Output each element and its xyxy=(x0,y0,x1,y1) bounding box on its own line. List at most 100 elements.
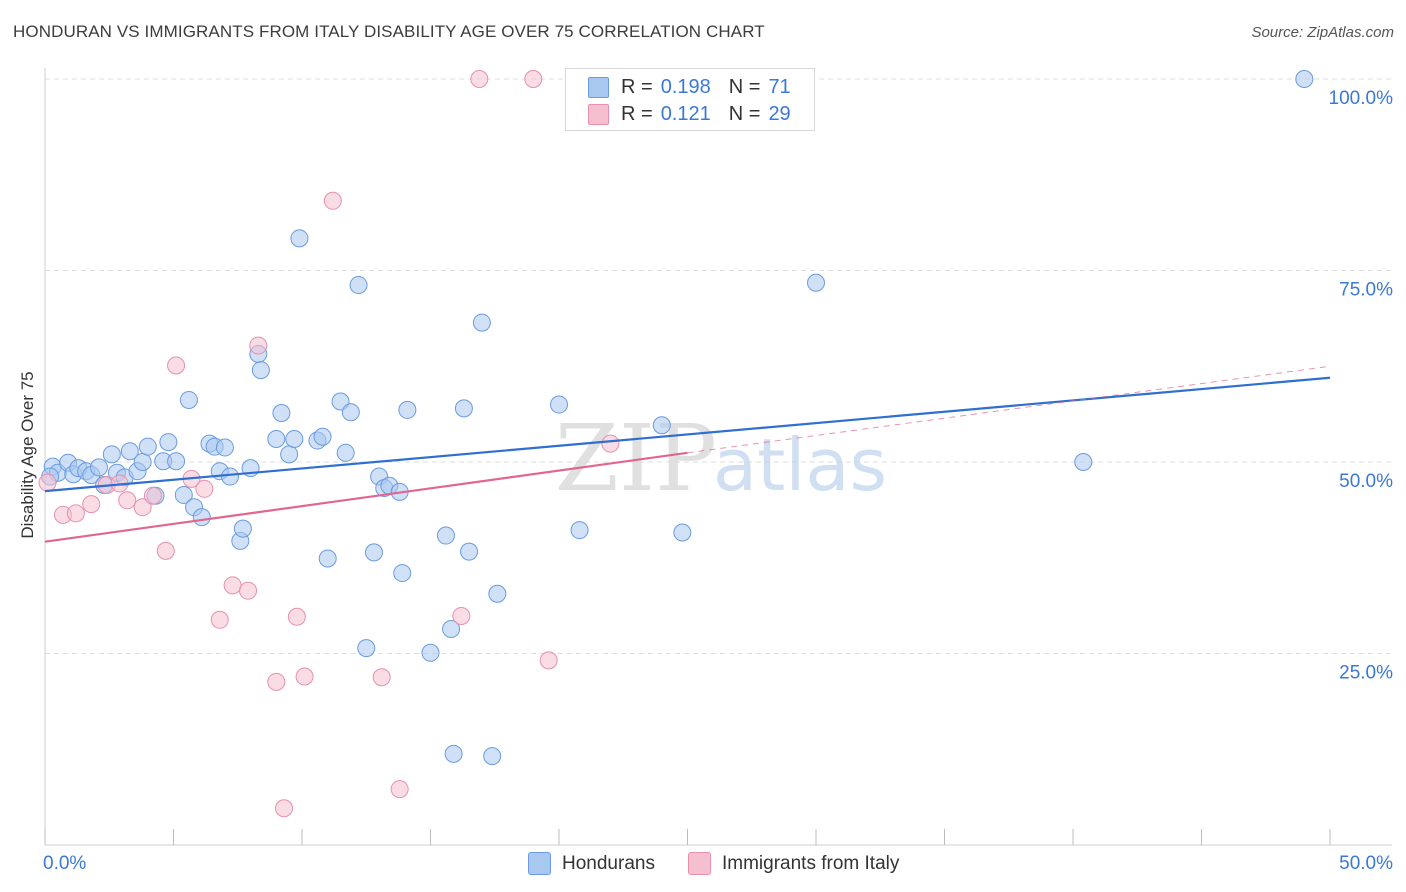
honduran-point xyxy=(89,458,108,477)
watermark: ZIP atlas xyxy=(555,405,887,512)
honduran-point xyxy=(102,445,121,464)
honduran-point xyxy=(133,453,152,471)
honduran-point xyxy=(215,438,234,457)
italy-point xyxy=(390,780,409,799)
honduran-point xyxy=(364,543,383,562)
hondurans-trend-line xyxy=(44,376,1331,493)
italy-points xyxy=(38,70,620,818)
honduran-point xyxy=(267,430,286,449)
honduran-point xyxy=(570,521,589,540)
honduran-point xyxy=(807,273,825,292)
italy-point xyxy=(470,70,489,88)
n-value: 71 xyxy=(768,75,791,98)
italy-point xyxy=(143,486,162,505)
italy-point xyxy=(287,607,306,626)
chart-title: HONDURAN VS IMMIGRANTS FROM ITALY DISABI… xyxy=(13,22,765,41)
legend-item-hondurans[interactable]: Hondurans xyxy=(528,852,655,875)
honduran-point xyxy=(251,361,270,380)
honduran-point xyxy=(1295,70,1314,88)
honduran-point xyxy=(290,229,309,248)
tick-labels: 25.0% 50.0% 75.0% 100.0% 0.0% 50.0% xyxy=(43,88,1393,874)
hondurans-swatch xyxy=(588,76,609,98)
source-attribution: Source: ZipAtlas.com xyxy=(1251,24,1394,41)
italy-point xyxy=(38,473,57,492)
italy-legend-swatch xyxy=(688,852,711,875)
honduran-point xyxy=(444,744,463,763)
honduran-point xyxy=(652,416,671,435)
stats-legend: R = 0.198 N = 71 R = 0.121 N = 29 xyxy=(565,68,815,131)
italy-point xyxy=(210,610,229,629)
hondurans-legend-swatch xyxy=(528,852,551,875)
r-label: R = xyxy=(621,75,653,98)
italy-trend-line xyxy=(44,451,688,543)
watermark-zip: ZIP xyxy=(555,405,717,512)
honduran-point xyxy=(460,542,479,561)
honduran-point xyxy=(233,519,252,538)
watermark-atlas: atlas xyxy=(713,423,887,507)
y-tick-label: 100.0% xyxy=(1329,88,1394,109)
honduran-point xyxy=(398,400,417,419)
honduran-point xyxy=(285,430,304,449)
honduran-point xyxy=(1074,453,1093,471)
honduran-point xyxy=(442,619,461,638)
honduran-point xyxy=(550,395,568,414)
italy-point xyxy=(452,606,471,625)
italy-point xyxy=(323,191,342,210)
trend-lines xyxy=(44,365,1331,543)
series-legend: Hondurans Immigrants from Italy xyxy=(0,852,1406,878)
legend-item-italy[interactable]: Immigrants from Italy xyxy=(688,852,899,875)
y-tick-label: 75.0% xyxy=(1339,280,1393,301)
honduran-point xyxy=(179,390,198,409)
honduran-point xyxy=(313,427,332,446)
x-tick-label-min: 0.0% xyxy=(43,853,86,874)
italy-point xyxy=(249,336,268,355)
gridlines xyxy=(45,78,1392,654)
y-tick-label: 50.0% xyxy=(1339,471,1393,492)
honduran-point xyxy=(336,443,355,462)
italy-point xyxy=(275,799,294,818)
honduran-point xyxy=(174,485,193,504)
italy-point xyxy=(372,668,391,687)
axes xyxy=(44,68,1392,846)
r-value: 0.198 xyxy=(660,75,711,98)
honduran-point xyxy=(159,433,178,452)
r-value: 0.121 xyxy=(660,102,711,125)
honduran-point xyxy=(357,639,376,658)
honduran-point xyxy=(349,276,368,295)
italy-legend-label: Immigrants from Italy xyxy=(722,852,900,874)
italy-point xyxy=(82,495,101,514)
n-value: 29 xyxy=(768,102,791,125)
honduran-point xyxy=(483,747,502,766)
italy-point xyxy=(267,672,286,691)
italy-point xyxy=(133,498,152,517)
honduran-point xyxy=(673,523,692,542)
honduran-point xyxy=(472,313,491,332)
italy-point xyxy=(167,356,186,375)
n-label: N = xyxy=(728,75,761,98)
honduran-point xyxy=(120,442,139,461)
italy-point xyxy=(524,70,543,88)
y-tick-label: 25.0% xyxy=(1339,663,1393,684)
italy-point xyxy=(601,434,620,453)
x-tick-label-max: 50.0% xyxy=(1339,853,1393,874)
honduran-point xyxy=(436,526,455,545)
italy-point xyxy=(295,667,314,686)
honduran-point xyxy=(167,452,186,471)
honduran-point xyxy=(318,549,337,568)
italy-point xyxy=(539,651,558,670)
italy-point xyxy=(118,491,137,510)
stats-row-italy: R = 0.121 N = 29 xyxy=(588,102,791,126)
honduran-point xyxy=(138,437,157,456)
italy-point xyxy=(223,576,242,595)
honduran-point xyxy=(272,403,291,422)
r-label: R = xyxy=(621,102,653,125)
honduran-point xyxy=(393,564,412,583)
honduran-point xyxy=(280,445,299,464)
honduran-point xyxy=(421,643,440,662)
italy-point xyxy=(66,504,85,523)
italy-trend-extension xyxy=(687,365,1331,454)
stats-row-hondurans: R = 0.198 N = 71 xyxy=(588,75,791,99)
honduran-point xyxy=(454,399,473,418)
honduran-point xyxy=(221,467,240,486)
